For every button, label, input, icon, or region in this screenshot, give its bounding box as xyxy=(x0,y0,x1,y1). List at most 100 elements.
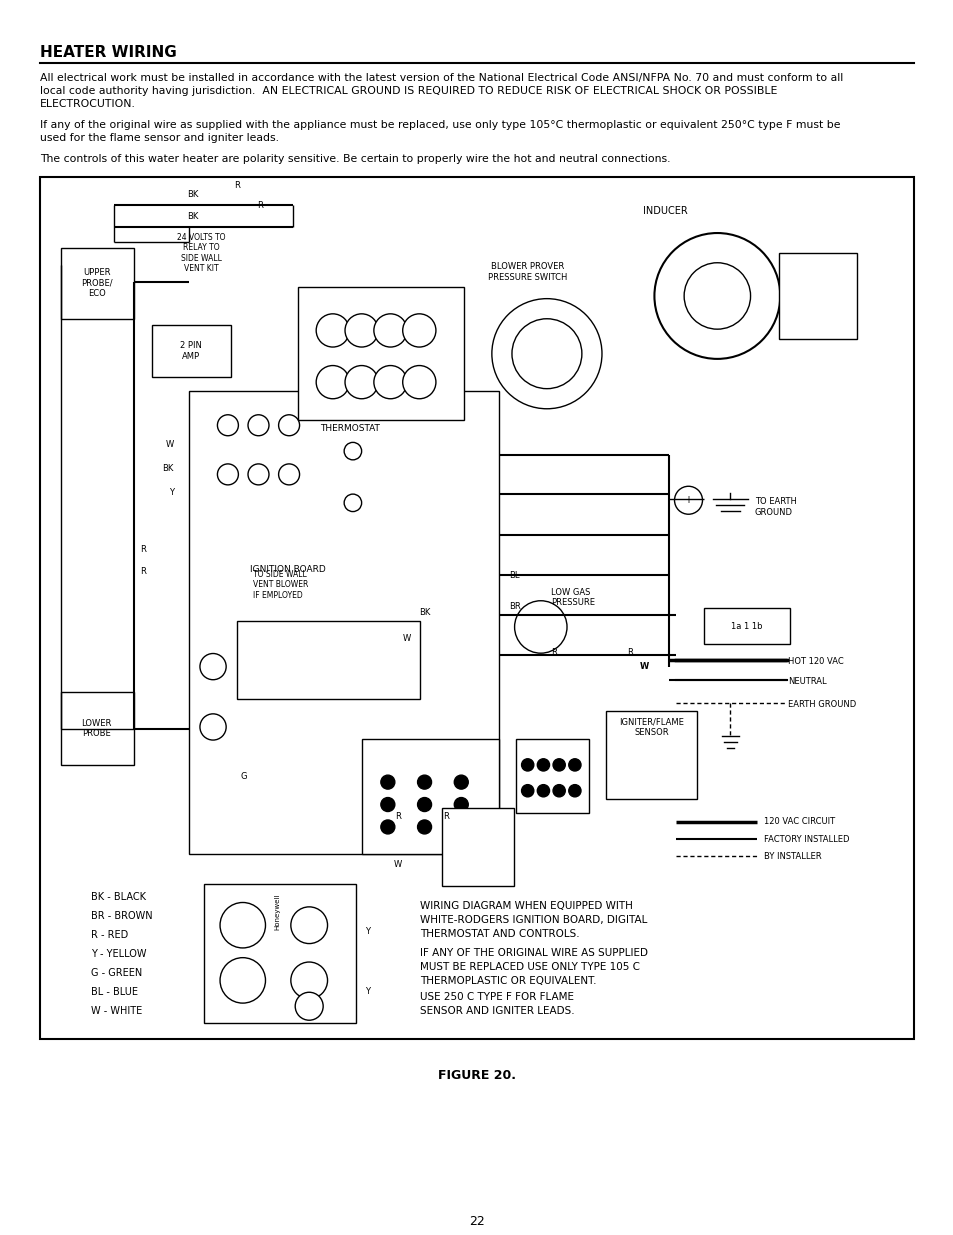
Circle shape xyxy=(553,758,565,771)
Text: LOWER
PROBE: LOWER PROBE xyxy=(82,719,112,739)
Text: 22: 22 xyxy=(469,1215,484,1228)
Bar xyxy=(778,253,857,340)
Circle shape xyxy=(402,366,436,399)
Circle shape xyxy=(220,957,265,1003)
Circle shape xyxy=(200,653,226,679)
Bar xyxy=(61,693,133,764)
Circle shape xyxy=(380,776,395,789)
Text: FACTORY INSTALLED: FACTORY INSTALLED xyxy=(762,835,848,844)
Text: USE 250 C TYPE F FOR FLAME
SENSOR AND IGNITER LEADS.: USE 250 C TYPE F FOR FLAME SENSOR AND IG… xyxy=(419,992,575,1015)
Text: BK: BK xyxy=(187,212,198,221)
Text: W: W xyxy=(639,662,649,671)
Circle shape xyxy=(380,798,395,811)
Circle shape xyxy=(291,962,327,999)
Circle shape xyxy=(553,784,565,797)
Circle shape xyxy=(291,906,327,944)
Circle shape xyxy=(344,494,361,511)
Text: R: R xyxy=(233,182,239,190)
Circle shape xyxy=(654,233,780,359)
Text: R: R xyxy=(443,813,449,821)
Bar xyxy=(606,711,697,799)
Bar xyxy=(361,739,498,853)
Circle shape xyxy=(512,319,581,389)
Circle shape xyxy=(380,820,395,834)
Bar xyxy=(189,390,498,853)
Text: BLOWER PROVER
PRESSURE SWITCH: BLOWER PROVER PRESSURE SWITCH xyxy=(488,262,567,282)
Text: R: R xyxy=(395,813,401,821)
Text: TO SIDE WALL
VENT BLOWER
IF EMPLOYED: TO SIDE WALL VENT BLOWER IF EMPLOYED xyxy=(253,569,309,600)
Circle shape xyxy=(521,784,534,797)
Bar xyxy=(61,248,133,319)
Text: BR: BR xyxy=(508,601,520,611)
Text: 2 PIN
AMP: 2 PIN AMP xyxy=(180,341,202,361)
Circle shape xyxy=(514,600,566,653)
Text: THERMOSTAT: THERMOSTAT xyxy=(320,424,380,433)
Circle shape xyxy=(537,784,549,797)
Text: NEUTRAL: NEUTRAL xyxy=(787,677,826,685)
Bar xyxy=(703,608,789,645)
Text: R: R xyxy=(551,648,557,657)
Circle shape xyxy=(454,798,468,811)
Text: Y - YELLOW: Y - YELLOW xyxy=(91,948,146,958)
Text: used for the flame sensor and igniter leads.: used for the flame sensor and igniter le… xyxy=(40,133,278,143)
Text: Honeywell: Honeywell xyxy=(274,893,280,930)
Circle shape xyxy=(417,820,431,834)
Text: W: W xyxy=(394,861,402,869)
Text: BK: BK xyxy=(187,190,198,199)
Text: W: W xyxy=(165,440,173,448)
Circle shape xyxy=(521,758,534,771)
Text: R: R xyxy=(257,201,263,210)
Circle shape xyxy=(315,314,349,347)
Text: FIGURE 20.: FIGURE 20. xyxy=(437,1070,516,1082)
Text: 120 VAC CIRCUIT: 120 VAC CIRCUIT xyxy=(762,818,834,826)
Text: WIRING DIAGRAM WHEN EQUIPPED WITH
WHITE-RODGERS IGNITION BOARD, DIGITAL
THERMOST: WIRING DIAGRAM WHEN EQUIPPED WITH WHITE-… xyxy=(419,902,647,939)
Bar xyxy=(516,739,588,813)
Bar xyxy=(152,325,231,377)
Text: IGNITION BOARD: IGNITION BOARD xyxy=(250,564,325,574)
Circle shape xyxy=(345,366,377,399)
Circle shape xyxy=(220,903,265,948)
Circle shape xyxy=(200,714,226,740)
Circle shape xyxy=(345,314,377,347)
Circle shape xyxy=(374,366,407,399)
Text: 1a 1 1b: 1a 1 1b xyxy=(731,621,762,631)
Text: BY INSTALLER: BY INSTALLER xyxy=(762,852,821,861)
Text: W: W xyxy=(402,634,411,642)
Circle shape xyxy=(344,442,361,459)
Text: IGNITER/FLAME
SENSOR: IGNITER/FLAME SENSOR xyxy=(618,718,683,736)
Circle shape xyxy=(217,464,238,485)
Circle shape xyxy=(492,299,601,409)
Circle shape xyxy=(248,415,269,436)
Text: IF ANY OF THE ORIGINAL WIRE AS SUPPLIED
MUST BE REPLACED USE ONLY TYPE 105 C
THE: IF ANY OF THE ORIGINAL WIRE AS SUPPLIED … xyxy=(419,948,647,987)
Circle shape xyxy=(454,820,468,834)
Text: LOW GAS
PRESSURE: LOW GAS PRESSURE xyxy=(551,588,595,608)
Text: R: R xyxy=(140,545,146,553)
Text: The controls of this water heater are polarity sensitive. Be certain to properly: The controls of this water heater are po… xyxy=(40,154,670,164)
Text: HEATER WIRING: HEATER WIRING xyxy=(40,44,176,61)
Text: ELECTROCUTION.: ELECTROCUTION. xyxy=(40,99,135,109)
Text: BL: BL xyxy=(509,571,519,579)
Text: TO EARTH
GROUND: TO EARTH GROUND xyxy=(754,498,796,516)
Text: R - RED: R - RED xyxy=(91,930,128,940)
Text: BL - BLUE: BL - BLUE xyxy=(91,987,137,997)
Text: G: G xyxy=(240,772,247,781)
Text: Y: Y xyxy=(365,926,370,936)
Circle shape xyxy=(417,798,431,811)
Circle shape xyxy=(278,415,299,436)
Text: UPPER
PROBE/
ECO: UPPER PROBE/ ECO xyxy=(81,268,112,298)
Text: W - WHITE: W - WHITE xyxy=(91,1005,142,1015)
Circle shape xyxy=(674,487,701,514)
Circle shape xyxy=(417,776,431,789)
Circle shape xyxy=(402,314,436,347)
Text: G - GREEN: G - GREEN xyxy=(91,968,142,978)
Bar xyxy=(441,808,513,885)
Text: EARTH GROUND: EARTH GROUND xyxy=(787,700,856,709)
Text: If any of the original wire as supplied with the appliance must be replaced, use: If any of the original wire as supplied … xyxy=(40,120,840,130)
Bar xyxy=(297,288,463,420)
Text: local code authority having jurisdiction.  AN ELECTRICAL GROUND IS REQUIRED TO R: local code authority having jurisdiction… xyxy=(40,86,777,96)
Text: R: R xyxy=(140,567,146,577)
Bar xyxy=(204,884,356,1024)
Text: BR - BROWN: BR - BROWN xyxy=(91,910,152,921)
Text: BK - BLACK: BK - BLACK xyxy=(91,892,146,902)
Circle shape xyxy=(568,784,580,797)
